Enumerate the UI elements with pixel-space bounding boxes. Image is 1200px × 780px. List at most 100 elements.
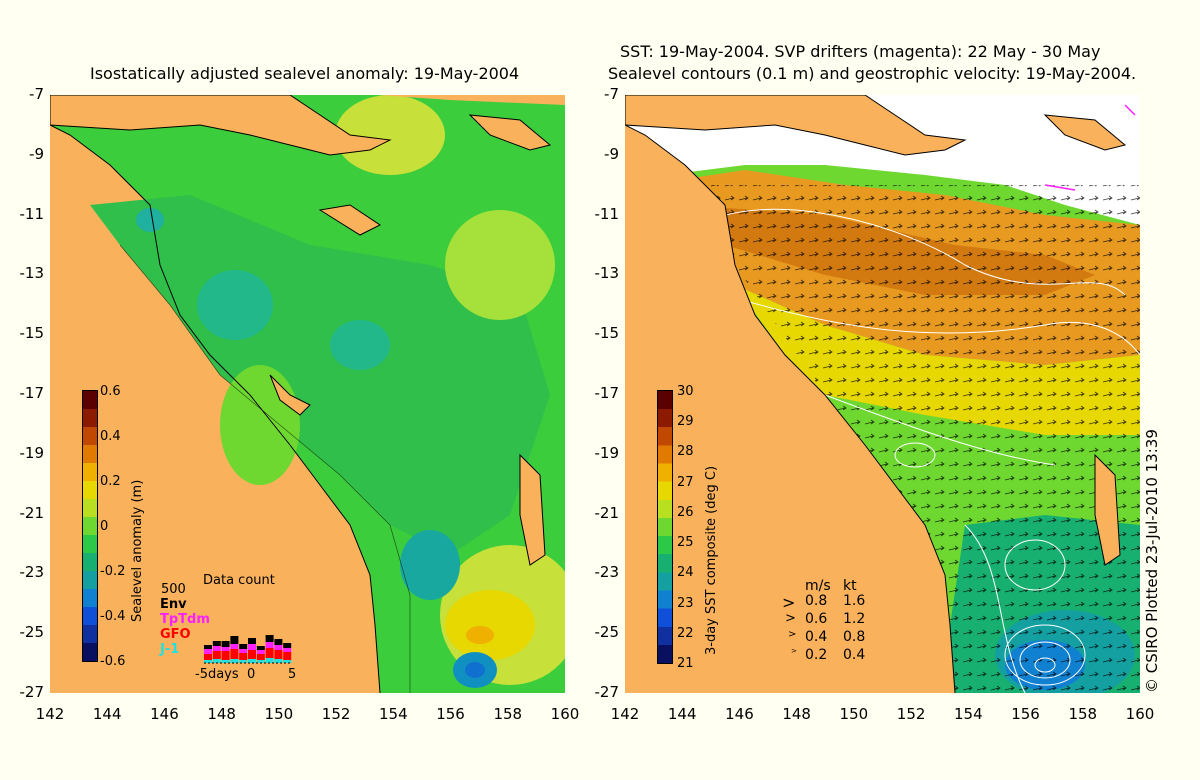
sealevel-colorbar-tick: 0 [100,519,109,534]
sst-colorbar-label: 3-day SST composite (deg C) [704,465,719,655]
sst-colorbar-tick: 26 [677,504,694,520]
left-x-tick-label: 150 [264,705,294,723]
right-panel-title-line2: Sealevel contours (0.1 m) and geostrophi… [608,64,1137,83]
right-y-tick-label: -25 [594,623,620,642]
sst-colorbar-tick: 24 [677,565,694,581]
data-count-bar [204,645,212,649]
velocity-key-ms: 0.6 [805,611,828,627]
data-count-bar [230,659,239,663]
left-x-tick-label: 146 [150,705,179,723]
data-count-scale-max: 500 [161,582,186,597]
right-y-tick-label: -9 [604,144,619,163]
data-count-bar [283,643,292,648]
data-count-bar [256,646,265,650]
data-count-legend-item: GFO [160,627,191,642]
sealevel-colorbar [82,390,98,662]
right-x-tick-label: 150 [839,705,869,723]
data-count-chart [204,635,292,664]
left-y-tick-label: -7 [29,85,44,103]
right-y-tick-label: -11 [594,204,620,223]
right-y-tick-label: -23 [594,563,620,582]
data-count-bar [230,649,239,659]
velocity-key-ms: 0.2 [805,647,828,663]
data-count-bar [256,654,265,660]
data-count-bar [239,649,248,653]
left-x-tick-label: 160 [550,705,580,723]
data-count-legend-item: J-1 [160,642,180,657]
data-count-xlabel-left: -5days [195,667,239,682]
left-x-tick-label: 152 [321,705,351,723]
data-count-bar [248,650,256,659]
sealevel-colorbar-tick: 0.2 [100,474,121,489]
data-count-bar [265,635,274,642]
sealevel-colorbar-tick: -0.2 [100,564,126,579]
velocity-arrow-icon: > [791,647,797,655]
sst-colorbar-tick: 22 [677,625,694,641]
velocity-key-ms-header: m/s [805,578,831,594]
sealevel-colorbar-tick: 0.4 [100,429,121,444]
right-y-tick-label: -7 [604,85,619,103]
sst-colorbar-tick: 27 [677,474,694,490]
data-count-bar [221,647,230,651]
sst-map [625,95,1140,693]
data-count-bar [265,642,274,648]
left-x-tick-label: 154 [379,705,408,723]
velocity-arrow-icon: > [782,593,796,612]
data-count-bar [248,644,256,650]
sst-colorbar-tick: 25 [677,535,694,551]
data-count-xlabel-mid: 0 [247,667,256,682]
right-y-tick-label: -27 [594,683,620,701]
data-count-bar [212,659,221,663]
left-panel-title: Isostatically adjusted sealevel anomaly:… [90,64,520,83]
data-count-bar [212,646,221,651]
left-x-tick-label: 156 [436,705,465,723]
data-count-bar [274,650,283,659]
credit-text: © CSIRO Plotted 23-Jul-2010 13:39 [1143,429,1161,693]
data-count-title: Data count [203,573,275,588]
left-y-tick-label: -23 [19,563,45,582]
right-panel-title-line1: SST: 19-May-2004. SVP drifters (magenta)… [620,42,1101,61]
velocity-key-kt: 1.6 [843,593,866,609]
left-y-tick-label: -15 [19,324,45,343]
right-x-tick-label: 142 [610,705,640,723]
velocity-key-ms: 0.4 [805,629,828,645]
sealevel-colorbar-tick: 0.6 [100,384,121,399]
sst-colorbar-tick: 29 [677,414,694,430]
data-count-bar [212,651,221,659]
data-count-bar [274,645,283,650]
sealevel-colorbar-tick: -0.4 [100,609,126,624]
left-x-tick-label: 144 [92,705,122,723]
right-x-tick-label: 148 [782,705,811,723]
left-x-tick-label: 158 [493,705,523,723]
left-y-tick-label: -25 [19,623,45,642]
sst-colorbar-tick: 23 [677,595,694,611]
data-count-legend-item: Env [160,597,187,612]
velocity-key-kt-header: kt [843,578,857,594]
data-count-bar [212,641,221,646]
data-count-bar [274,639,283,645]
right-y-tick-label: -17 [594,384,620,402]
data-count-legend-item: TpTdm [160,612,210,627]
data-count-bar [283,648,292,652]
velocity-arrow-icon: > [785,611,796,626]
sealevel-anomaly-map [50,95,565,693]
velocity-key-kt: 0.4 [843,647,866,663]
data-count-bar [204,660,212,663]
left-y-tick-label: -21 [19,503,45,522]
data-count-bar [239,660,248,663]
right-x-tick-label: 146 [725,705,754,723]
left-y-tick-label: -19 [19,443,45,462]
data-count-bar [256,650,265,654]
data-count-bar [221,641,230,647]
data-count-bar [239,653,248,660]
data-count-bar [283,652,292,660]
data-count-xlabel-right: 5 [288,667,297,682]
left-y-tick-label: -9 [29,144,44,163]
data-count-bar [256,660,265,663]
sst-colorbar-tick: 21 [677,656,694,671]
left-x-tick-label: 148 [207,705,236,723]
sealevel-colorbar-tick: -0.6 [100,654,126,669]
data-count-bar [265,648,274,658]
data-count-bar [204,649,212,654]
data-count-bar [265,658,274,663]
